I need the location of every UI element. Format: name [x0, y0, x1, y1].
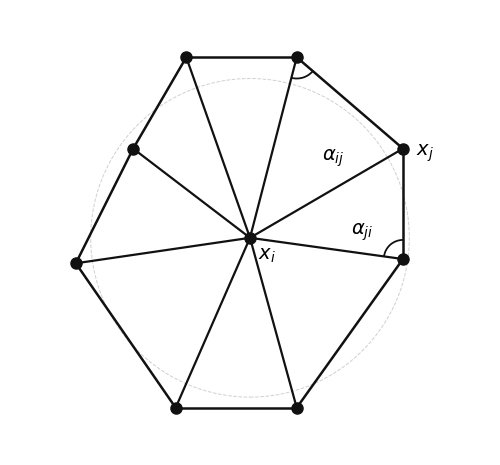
- Text: $x_j$: $x_j$: [416, 142, 434, 164]
- Text: $\alpha_{ij}$: $\alpha_{ij}$: [322, 148, 345, 169]
- Text: $x_i$: $x_i$: [258, 246, 276, 266]
- Text: $\alpha_{ji}$: $\alpha_{ji}$: [352, 221, 374, 243]
